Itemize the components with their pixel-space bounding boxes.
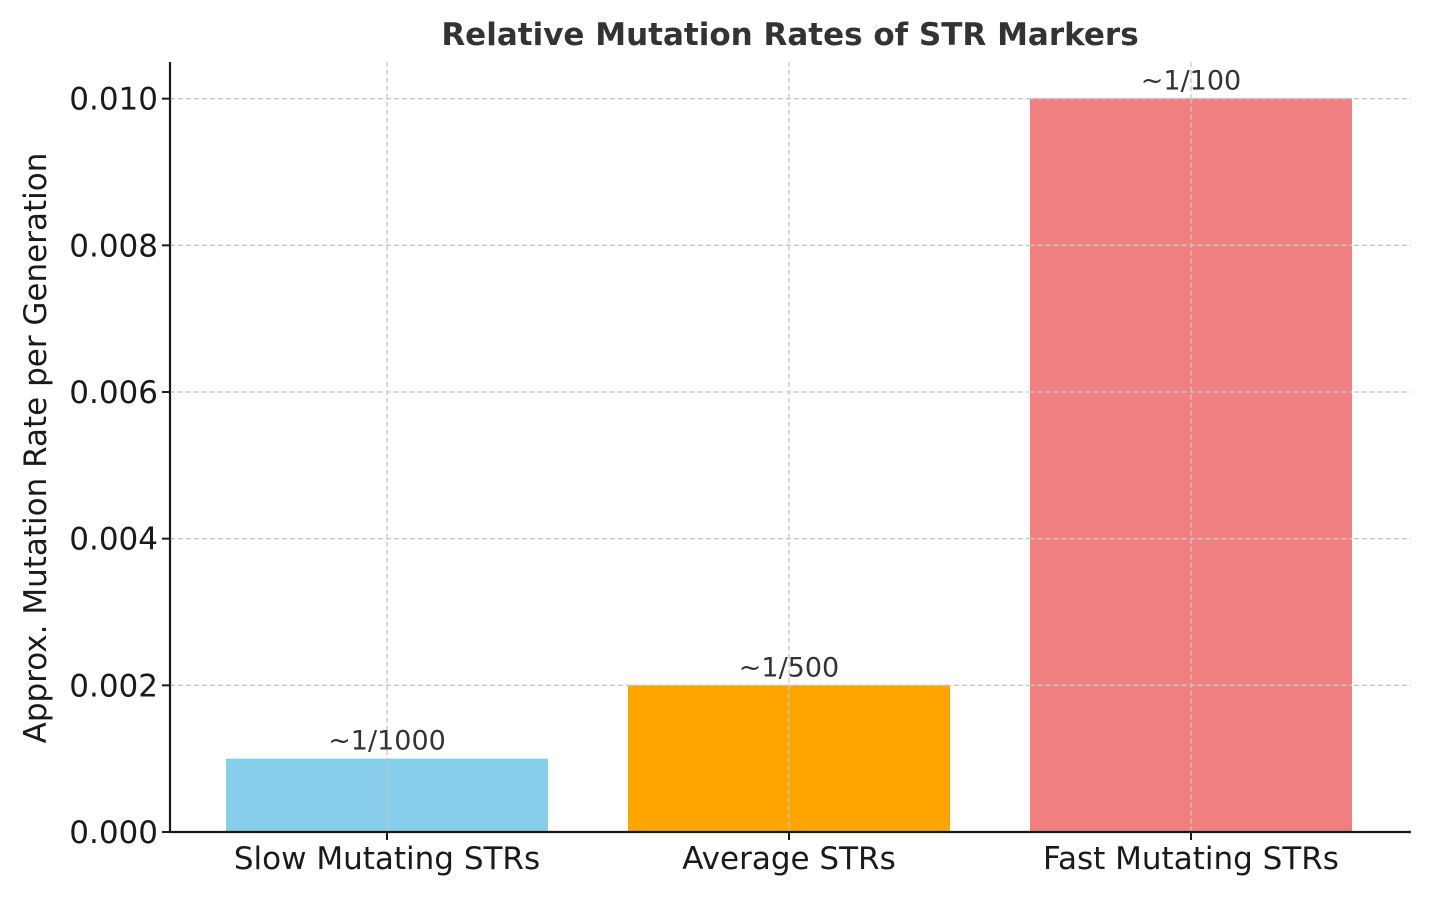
x-tick-label: Fast Mutating STRs [1043,841,1339,877]
y-tick-label: 0.008 [69,228,158,264]
bars [226,98,1352,832]
bar [1030,98,1352,832]
ticks: 0.000 0.002 0.004 0.006 0.008 0.010 Slow Mutat… [69,82,1339,877]
y-tick-label: 0.002 [69,668,158,704]
bar-value-label: ~1/100 [1141,66,1241,97]
y-tick-label: 0.004 [69,522,158,558]
data-labels: ~1/1000 ~1/500 ~1/100 [328,66,1241,757]
bar-value-label: ~1/500 [739,652,839,683]
y-tick-label: 0.000 [69,815,158,851]
axes [168,62,1411,834]
x-tick-label: Average STRs [682,841,895,877]
x-tick-label: Slow Mutating STRs [234,841,540,877]
y-tick-label: 0.006 [69,375,158,411]
bar-value-label: ~1/1000 [328,726,446,757]
y-tick-label: 0.010 [69,82,158,118]
y-axis-label: Approx. Mutation Rate per Generation [18,153,54,744]
chart-title: Relative Mutation Rates of STR Markers [441,17,1138,53]
